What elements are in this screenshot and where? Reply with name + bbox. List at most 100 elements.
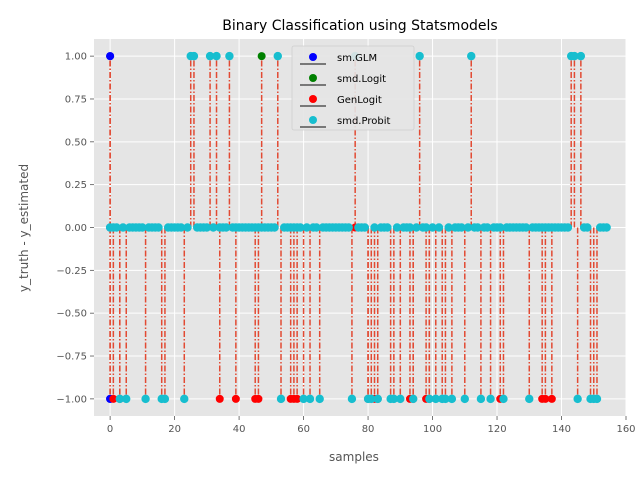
data-point [183,223,192,232]
x-tick-label: 140 [552,424,571,435]
data-point [412,223,421,232]
data-point [396,394,405,404]
data-point [315,394,324,404]
data-point [231,394,240,403]
data-point [444,223,453,232]
data-point [467,51,476,61]
data-point [299,394,308,404]
legend-marker [309,74,317,82]
x-tick-label: 120 [487,424,506,435]
legend-marker [309,95,317,103]
data-point [160,394,170,404]
data-point [212,51,221,61]
x-axis-label: samples [329,450,379,464]
data-point [547,394,556,403]
y-tick-label: 0.00 [65,223,87,234]
data-point [525,394,534,404]
data-point [592,394,602,404]
data-point [118,223,128,232]
x-tick-label: 80 [362,424,375,435]
data-point [428,223,437,232]
legend-marker [309,116,317,124]
x-axis-ticks: 0 20 40 60 80 100 120 140 160 [107,416,636,435]
data-point [215,394,224,403]
legend: sm.GLM smd.Logit GenLogit smd.Probit [291,45,415,131]
legend-label: smd.Probit [337,116,390,127]
data-point [209,223,218,232]
legend-label: GenLogit [337,95,382,106]
x-tick-label: 60 [297,424,310,435]
data-point [373,394,382,404]
data-point [541,394,550,403]
data-point [415,51,424,61]
data-point [296,223,305,232]
y-axis-ticks: −1.00 −0.75 −0.50 −0.25 0.00 0.25 0.50 0.75 1.00 [56,52,94,405]
data-point [367,394,376,404]
data-point [347,394,357,404]
data-point [463,223,473,232]
legend-label: smd.Logit [337,74,386,85]
data-point [570,51,579,61]
data-point [141,394,150,404]
data-point [441,394,450,404]
x-tick-label: 160 [616,424,635,435]
data-point [389,394,399,404]
x-tick-label: 0 [107,424,113,435]
data-point [138,223,147,232]
data-point [499,394,508,404]
data-point [473,223,482,232]
data-point [312,223,321,232]
data-point [122,394,131,404]
data-point [486,394,495,404]
data-point [176,223,186,232]
data-point [305,394,315,404]
data-point [109,394,118,403]
data-point [370,223,379,232]
legend-label: sm.GLM [337,53,377,64]
data-point [383,223,392,232]
x-tick-label: 100 [423,424,442,435]
y-tick-label: 0.75 [65,94,87,105]
data-point [573,394,582,404]
data-point [602,223,611,232]
data-point [202,223,212,232]
data-point [496,223,505,232]
y-tick-label: −0.25 [56,266,87,277]
x-tick-label: 20 [168,424,181,435]
data-point [460,394,469,404]
data-point [106,52,115,61]
legend-box [291,45,415,131]
data-point [483,223,492,232]
data-point [293,394,302,403]
y-tick-label: 1.00 [65,52,87,63]
data-point [425,394,434,404]
data-point [112,223,121,232]
data-point [583,223,592,232]
data-point [225,51,234,61]
y-tick-label: −1.00 [56,394,87,405]
data-point [457,223,466,232]
data-point [421,223,431,232]
markers [105,51,611,404]
data-point [254,394,263,403]
data-point [302,223,311,232]
data-point [344,223,353,232]
data-point [431,394,440,404]
data-point [221,223,231,232]
y-tick-label: 0.25 [65,180,87,191]
data-point [257,52,266,61]
data-point [115,394,124,404]
x-tick-label: 40 [233,424,246,435]
data-point [273,51,282,61]
data-point [405,223,415,232]
y-tick-label: −0.50 [56,309,87,320]
chart-title: Binary Classification using Statsmodels [222,18,497,34]
data-point [189,51,199,61]
y-tick-label: −0.75 [56,352,87,363]
data-point [447,394,457,404]
data-point [205,51,215,61]
data-point [576,51,586,61]
data-point [276,394,286,404]
data-point [154,223,163,232]
